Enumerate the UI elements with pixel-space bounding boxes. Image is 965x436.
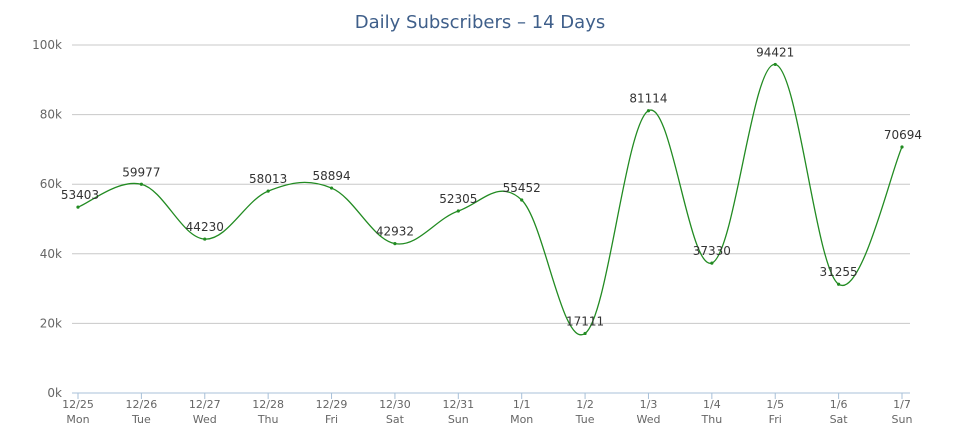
data-label: 37330 <box>693 244 731 258</box>
data-point <box>710 261 714 265</box>
x-tick-label: 1/5 <box>766 398 784 411</box>
data-point <box>139 182 143 186</box>
x-tick-label: 12/29 <box>316 398 348 411</box>
data-label: 59977 <box>122 165 160 179</box>
data-label: 53403 <box>61 188 99 202</box>
data-label: 94421 <box>756 45 794 59</box>
data-point <box>583 331 587 336</box>
x-tick-weekday: Fri <box>769 413 782 426</box>
y-tick-label: 0k <box>47 386 62 400</box>
data-label: 58894 <box>312 169 350 183</box>
data-label: 70694 <box>884 128 922 142</box>
data-point <box>773 62 777 67</box>
series-line <box>77 63 903 336</box>
x-tick-weekday: Mon <box>510 413 533 426</box>
y-tick-label: 20k <box>40 316 62 330</box>
x-axis: 12/25 Mon 12/26 Tue 12/27 Wed 12/28 Thu 12/29 Fri… <box>62 392 913 426</box>
data-point <box>393 241 397 246</box>
data-point <box>646 109 651 113</box>
x-tick-weekday: Thu <box>257 413 279 426</box>
x-tick-weekday: Wed <box>193 413 217 426</box>
data-point <box>456 209 460 213</box>
x-tick-weekday: Tue <box>131 413 151 426</box>
y-tick-label: 60k <box>40 177 62 191</box>
x-tick-weekday: Sun <box>892 413 913 426</box>
x-tick-weekday: Sun <box>448 413 469 426</box>
x-tick-label: 1/2 <box>576 398 594 411</box>
x-tick-label: 12/31 <box>442 398 474 411</box>
x-tick-label: 12/25 <box>62 398 94 411</box>
data-point <box>900 145 904 149</box>
x-tick-label: 1/7 <box>893 398 911 411</box>
x-tick-weekday: Wed <box>636 413 660 426</box>
x-tick-weekday: Tue <box>575 413 595 426</box>
y-tick-label: 40k <box>40 247 62 261</box>
data-point <box>837 282 841 286</box>
data-label: 42932 <box>376 225 414 239</box>
x-tick-label: 1/1 <box>513 398 531 411</box>
y-tick-label: 100k <box>32 38 62 52</box>
data-label: 52305 <box>439 192 477 206</box>
x-tick-weekday: Mon <box>66 413 89 426</box>
data-point <box>329 186 334 190</box>
data-point <box>203 237 207 241</box>
x-tick-label: 1/6 <box>830 398 848 411</box>
data-point <box>76 205 80 209</box>
x-tick-weekday: Sat <box>830 413 849 426</box>
data-labels: 53403 59977 44230 58013 58894 42932 52305 55452… <box>61 45 922 328</box>
x-tick-weekday: Thu <box>701 413 723 426</box>
x-tick-label: 1/4 <box>703 398 721 411</box>
x-tick-label: 12/28 <box>252 398 284 411</box>
data-label: 31255 <box>820 265 858 279</box>
data-label: 44230 <box>186 220 224 234</box>
gridlines <box>72 44 910 324</box>
x-tick-label: 1/3 <box>640 398 658 411</box>
x-tick-weekday: Sat <box>386 413 405 426</box>
x-tick-weekday: Fri <box>325 413 338 426</box>
series-group <box>76 62 904 336</box>
x-tick-label: 12/26 <box>126 398 158 411</box>
data-label: 58013 <box>249 172 287 186</box>
data-point <box>266 189 270 193</box>
data-label: 55452 <box>503 181 541 195</box>
data-label: 17111 <box>566 314 604 328</box>
chart-title: Daily Subscribers – 14 Days <box>355 12 605 33</box>
y-tick-label: 80k <box>40 108 62 122</box>
data-label: 81114 <box>629 92 667 106</box>
x-tick-label: 12/30 <box>379 398 411 411</box>
y-axis: 0k 20k 40k 60k 80k 100k <box>32 38 62 400</box>
x-tick-label: 12/27 <box>189 398 221 411</box>
data-point <box>520 198 524 202</box>
